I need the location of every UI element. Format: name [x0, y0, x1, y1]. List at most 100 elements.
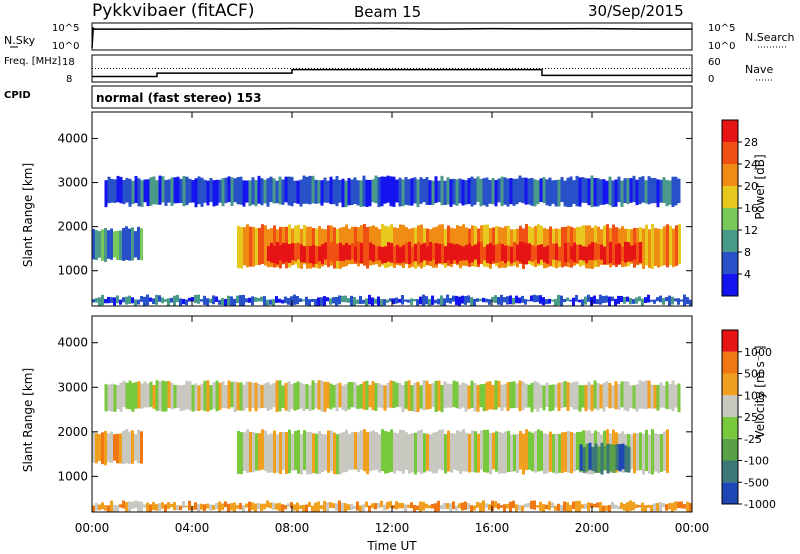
scatter-cell [344, 295, 347, 303]
scatter-cell [558, 246, 561, 262]
scatter-cell [656, 179, 660, 208]
scatter-cell [368, 179, 372, 207]
scatter-cell [92, 228, 95, 260]
cpid-label: CPID [4, 90, 31, 101]
scatter-cell [318, 246, 321, 262]
scatter-cell [659, 382, 663, 408]
scatter-cell [383, 385, 387, 411]
power-ylabel: Slant Range [km] [21, 163, 35, 267]
scatter-cell [480, 241, 483, 264]
scatter-cell [254, 503, 257, 512]
scatter-cell [206, 380, 210, 412]
scatter-cell [593, 295, 596, 304]
scatter-cell [459, 245, 462, 261]
scatter-cell [212, 295, 215, 305]
scatter-cell [309, 431, 312, 475]
scatter-cell [191, 180, 195, 203]
scatter-cell [593, 380, 597, 409]
scatter-cell [488, 504, 491, 511]
colorbar-segment [722, 164, 738, 186]
scatter-cell [107, 505, 110, 513]
scatter-cell [381, 224, 384, 266]
scatter-cell [170, 297, 173, 303]
colorbar-tick-label: 24 [744, 158, 758, 171]
scatter-cell [507, 245, 510, 262]
scatter-cell [149, 504, 152, 512]
colorbar-tick-label: -100 [744, 455, 769, 468]
scatter-cell [176, 176, 180, 204]
scatter-cell [371, 503, 374, 509]
scatter-cell [302, 175, 306, 204]
scatter-cell [158, 295, 161, 302]
scatter-cell [140, 228, 143, 261]
scatter-cell [521, 295, 524, 303]
scatter-cell [173, 502, 176, 511]
scatter-cell [318, 431, 321, 475]
scatter-cell [599, 179, 603, 205]
scatter-cell [375, 246, 378, 261]
scatter-cell [272, 299, 275, 307]
scatter-cell [501, 244, 504, 261]
scatter-cell [161, 176, 165, 203]
scatter-cell [387, 242, 390, 262]
scatter-cell [578, 177, 582, 207]
scatter-cell [140, 296, 143, 302]
scatter-cell [263, 383, 267, 408]
scatter-cell [672, 228, 675, 268]
scatter-cell [260, 178, 264, 206]
scatter-cell [363, 429, 366, 472]
scatter-cell [593, 177, 597, 207]
scatter-cell [585, 246, 588, 264]
scatter-cell [656, 297, 659, 302]
velocity-colorbar-label: Velocity [m s⁻¹] [753, 345, 767, 438]
scatter-cell [261, 224, 264, 265]
scatter-cell [417, 242, 420, 264]
scatter-cell [471, 225, 474, 267]
scatter-cell [330, 242, 333, 262]
scatter-cell [134, 434, 137, 461]
scatter-cell [246, 224, 249, 268]
scatter-cell [459, 431, 462, 474]
scatter-cell [464, 295, 467, 305]
scatter-cell [479, 384, 483, 408]
scatter-cell [518, 297, 521, 304]
scatter-cell [539, 295, 542, 304]
scatter-cell [492, 432, 495, 470]
scatter-cell [536, 295, 539, 302]
scatter-cell [662, 503, 665, 508]
scatter-cell [618, 444, 622, 472]
colorbar-tick-label: 25 [744, 411, 758, 424]
scatter-cell [497, 296, 500, 305]
scatter-cell [512, 500, 515, 509]
scatter-cell [572, 180, 576, 204]
scatter-cell [434, 176, 438, 203]
scatter-cell [426, 246, 429, 261]
scatter-cell [470, 505, 473, 513]
scatter-cell [635, 504, 638, 509]
scatter-cell [131, 227, 134, 261]
scatter-cell [350, 504, 353, 510]
scatter-cell [110, 297, 113, 303]
scatter-cell [419, 177, 423, 204]
scatter-cell [128, 228, 131, 261]
scatter-cell [300, 434, 303, 475]
scatter-cell [309, 246, 312, 264]
scatter-cell [344, 503, 347, 512]
y-tick-label: 3000 [57, 380, 88, 394]
scatter-cell [458, 296, 461, 307]
scatter-cell [566, 177, 570, 208]
scatter-cell [285, 431, 288, 474]
scatter-cell [398, 383, 402, 408]
scatter-cell [287, 297, 290, 305]
scatter-cell [314, 179, 318, 204]
scatter-cell [599, 502, 602, 512]
scatter-cell [656, 384, 660, 411]
scatter-cell [554, 179, 558, 207]
scatter-cell [272, 502, 275, 510]
scatter-cell [305, 384, 309, 409]
colorbar-segment [722, 142, 738, 164]
scatter-cell [581, 177, 585, 203]
scatter-cell [113, 231, 116, 258]
scatter-cell [626, 381, 630, 412]
scatter-cell [585, 443, 589, 472]
